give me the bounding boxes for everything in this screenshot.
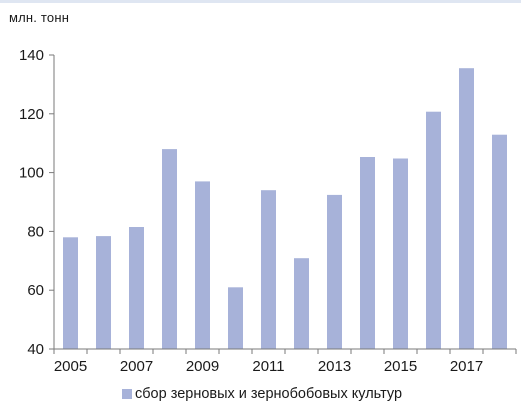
bar-2014 [360, 157, 375, 349]
bars-group [63, 68, 507, 349]
bar-2017 [459, 68, 474, 349]
bar-2012 [294, 258, 309, 349]
y-tick-label: 140 [19, 47, 44, 64]
header-rule [0, 0, 521, 3]
bar-2011 [261, 190, 276, 349]
y-tick-label: 120 [19, 106, 44, 123]
bar-2009 [195, 181, 210, 349]
y-tick-label: 60 [27, 282, 44, 299]
bar-2013 [327, 194, 342, 349]
x-tick-label-2013: 2013 [318, 358, 351, 375]
bar-2015 [393, 158, 408, 349]
y-tick-label: 40 [27, 341, 44, 358]
x-tick-label-2017: 2017 [450, 358, 483, 375]
x-tick-label-2011: 2011 [252, 358, 284, 375]
x-tick-label-2009: 2009 [186, 358, 219, 375]
x-tick-label-2015: 2015 [384, 358, 417, 375]
x-tick-label-2005: 2005 [54, 358, 87, 375]
y-axis-ticks: 40 60 80 100 120 140 [19, 47, 54, 358]
legend: сбор зерновых и зернобобовых культур [122, 386, 402, 402]
legend-swatch [122, 389, 132, 399]
bar-2008 [162, 149, 177, 349]
y-axis-unit-label: млн. тонн [9, 10, 70, 25]
bar-2005 [63, 237, 78, 349]
bar-2006 [96, 236, 111, 349]
y-tick-label: 80 [27, 223, 44, 240]
legend-label: сбор зерновых и зернобобовых культур [135, 386, 403, 402]
bar-2016 [426, 111, 441, 349]
x-tick-label-2007: 2007 [120, 358, 153, 375]
bar-2010 [228, 287, 243, 349]
bar-2007 [129, 227, 144, 349]
x-axis-ticks: 2005 2007 2009 2011 2013 2015 2017 [53, 349, 517, 375]
y-tick-label: 100 [19, 165, 44, 182]
bar-2018 [492, 134, 507, 349]
